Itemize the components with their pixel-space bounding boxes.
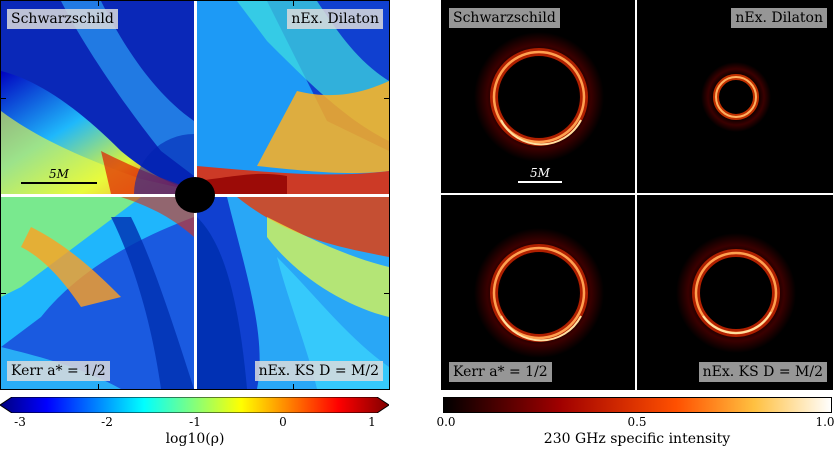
density-map-ks [197, 197, 389, 389]
panel-label-schwarzschild: Schwarzschild [7, 9, 118, 29]
axis-tick [293, 1, 294, 6]
scale-bar [21, 182, 97, 184]
intensity-figure: 5M Schwarzschild nEx. Dilaton Kerr a* = … [441, 0, 833, 390]
black-hole-shadow [175, 177, 215, 213]
hot-colorbar [443, 397, 832, 413]
density-colorbar [0, 396, 390, 414]
axis-tick [1, 293, 6, 294]
density-panel-ks: nEx. KS D = M/2 [197, 197, 389, 389]
density-figure: Schwarzschild 5M nEx. Dilaton Kerr a* = … [0, 0, 390, 390]
axis-tick [384, 293, 389, 294]
jet-colorbar [0, 396, 390, 414]
scale-bar-label: 5M [530, 166, 550, 180]
colorbar-tick-label: 0.5 [627, 415, 647, 429]
axis-tick [1, 98, 6, 99]
density-map-dilaton [197, 1, 389, 194]
axis-tick [98, 384, 99, 389]
panel-label-ks: nEx. KS D = M/2 [698, 362, 827, 382]
colorbar-title: log10(ρ) [165, 431, 225, 447]
colorbar-title: 230 GHz specific intensity [543, 431, 731, 447]
panel-label-dilaton: nEx. Dilaton [731, 8, 827, 28]
panel-label-dilaton: nEx. Dilaton [287, 9, 383, 29]
colorbar-tick-label: -1 [189, 415, 201, 429]
colorbar-tick-label: -3 [14, 415, 26, 429]
colorbar-tick-label: -2 [101, 415, 113, 429]
density-panel-kerr: Kerr a* = 1/2 [1, 197, 194, 389]
colorbar-tick-label: 1 [368, 415, 376, 429]
scale-bar-label: 5M [49, 167, 69, 181]
panel-label-kerr: Kerr a* = 1/2 [449, 362, 552, 382]
density-panel-schwarzschild: Schwarzschild 5M [1, 1, 194, 194]
axis-tick [384, 98, 389, 99]
intensity-colorbar [443, 397, 832, 413]
intensity-rings [441, 0, 833, 390]
density-map-schwarzschild [1, 1, 194, 194]
axis-tick [98, 1, 99, 6]
density-map-kerr [1, 197, 194, 389]
axis-tick [293, 384, 294, 389]
density-panel-dilaton: nEx. Dilaton [197, 1, 389, 194]
colorbar-tick-label: 0 [279, 415, 287, 429]
panel-label-ks: nEx. KS D = M/2 [254, 361, 383, 381]
panel-label-kerr: Kerr a* = 1/2 [7, 361, 110, 381]
panel-label-schwarzschild: Schwarzschild [449, 8, 560, 28]
colorbar-tick-label: 0.0 [436, 415, 456, 429]
colorbar-tick-label: 1.0 [815, 415, 835, 429]
